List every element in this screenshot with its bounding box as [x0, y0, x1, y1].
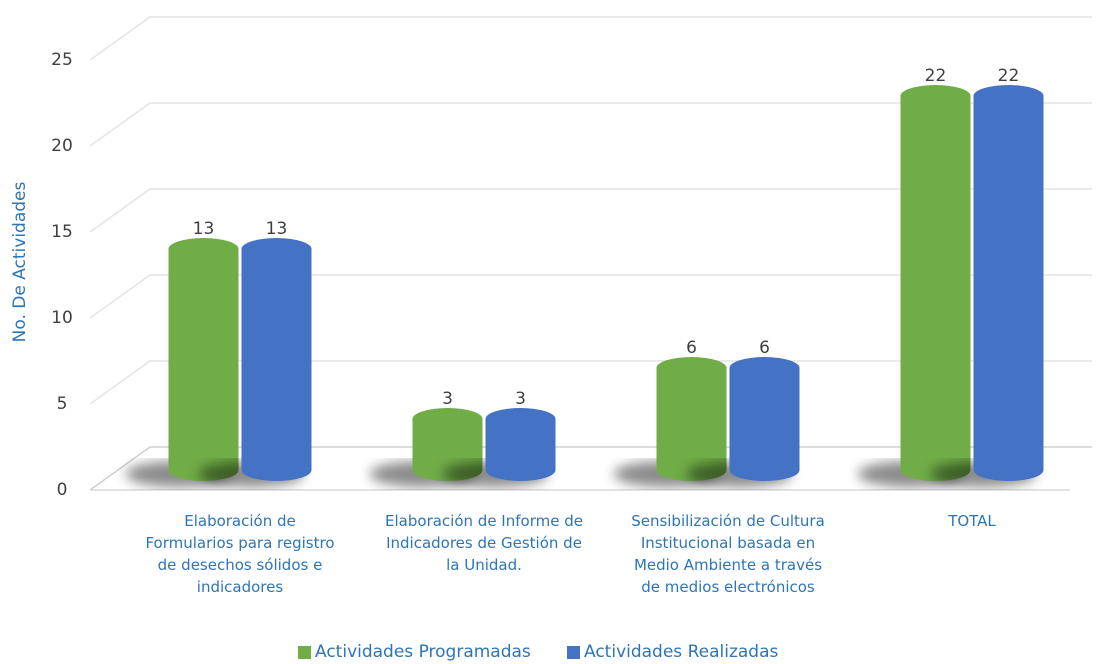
grid-line [89, 102, 1092, 147]
bar-cap [485, 408, 556, 430]
data-label: 3 [515, 389, 526, 409]
x-tick-label: Elaboración de Formularios para registro… [145, 512, 335, 596]
bar [900, 85, 971, 482]
legend-item: Actividades Programadas [298, 642, 531, 662]
bar [168, 238, 239, 482]
bar-cap [900, 85, 971, 107]
legend-label: Actividades Programadas [315, 642, 531, 662]
bar-cap [412, 408, 483, 430]
bar [973, 85, 1044, 482]
x-tick-label: Sensibilización de Cultura Institucional… [631, 512, 825, 596]
bar-body [485, 419, 556, 482]
y-tick-label: 0 [57, 480, 68, 500]
grid-line [89, 16, 1092, 61]
bar-cap [241, 238, 312, 260]
grid-line [89, 274, 1092, 319]
bar-body [900, 96, 971, 482]
bar [729, 357, 800, 482]
data-label: 6 [759, 338, 770, 358]
data-label: 22 [925, 66, 947, 86]
y-tick-label: 10 [51, 308, 73, 328]
data-label: 3 [442, 389, 453, 409]
y-tick-label: 5 [57, 394, 68, 414]
legend-swatch [298, 645, 311, 659]
bar [241, 238, 312, 481]
data-label: 6 [686, 338, 697, 358]
legend-label: Actividades Realizadas [584, 642, 779, 662]
bar-body [973, 96, 1044, 482]
legend-swatch [567, 645, 580, 659]
y-tick-label: 15 [51, 222, 73, 242]
bar-cap [973, 85, 1044, 107]
y-tick-label: 25 [51, 50, 73, 70]
grid-line [89, 188, 1092, 233]
data-label: 13 [266, 219, 288, 239]
bar-cap [729, 357, 800, 379]
bar-cap [168, 238, 239, 260]
x-tick-label: Elaboración de Informe de Indicadores de… [385, 512, 583, 574]
bar-body [241, 249, 312, 481]
bar [656, 357, 727, 482]
legend-item: Actividades Realizadas [567, 642, 778, 662]
y-tick-label: 20 [51, 136, 73, 156]
y-axis-label: No. De Actividades [10, 181, 30, 342]
bar-body [168, 249, 239, 482]
data-label: 22 [998, 66, 1020, 86]
bar [485, 408, 556, 482]
data-label: 13 [193, 219, 215, 239]
x-tick-label: TOTAL [948, 512, 996, 530]
bar-cap [656, 357, 727, 379]
bar-body [729, 368, 800, 482]
bar-body [656, 368, 727, 482]
